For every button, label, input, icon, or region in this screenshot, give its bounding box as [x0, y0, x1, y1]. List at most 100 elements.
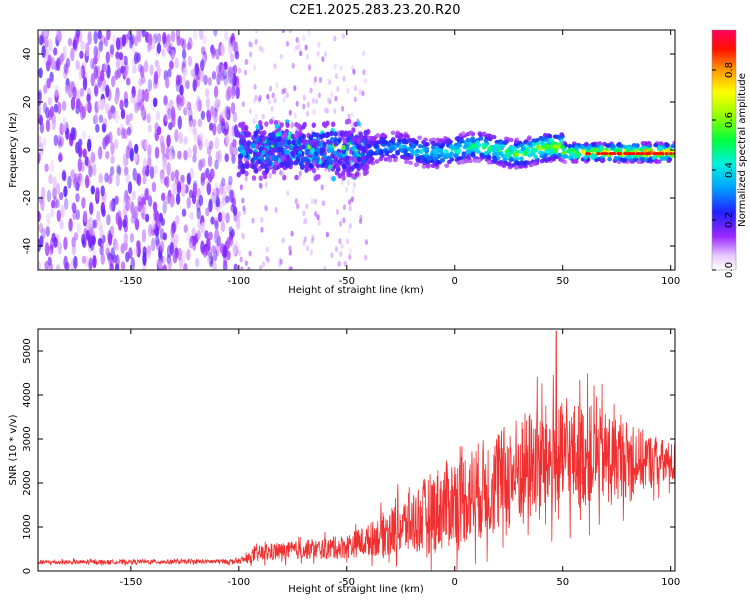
heatmap-cell: [348, 254, 352, 261]
heatmap-cell: [220, 221, 226, 233]
heatmap-cell: [206, 182, 212, 196]
heatmap-cell: [172, 253, 178, 264]
heatmap-cell: [98, 146, 103, 160]
y-tick-label: -20: [22, 190, 33, 206]
heatmap-cell: [352, 157, 357, 163]
heatmap-cell: [292, 146, 297, 153]
heatmap-cell: [195, 75, 201, 88]
heatmap-cell: [277, 151, 282, 158]
heatmap-cell: [213, 85, 219, 99]
heatmap-cell: [202, 35, 207, 45]
heatmap-cell: [654, 159, 660, 164]
heatmap-cell: [226, 250, 231, 261]
heatmap-cell: [130, 257, 135, 270]
heatmap-cell: [140, 104, 146, 119]
heatmap-cell: [330, 91, 334, 98]
heatmap-cell: [531, 142, 537, 147]
heatmap-cell: [136, 173, 142, 187]
heatmap-cell: [168, 150, 174, 162]
heatmap-cell: [200, 240, 205, 254]
heatmap-cell: [186, 42, 191, 51]
heatmap-cell: [75, 209, 81, 221]
heatmap-cell: [286, 139, 292, 145]
heatmap-cell: [327, 97, 331, 104]
heatmap-cell: [228, 43, 233, 56]
snr-y-ticks: 0 1000 2000 3000 4000 5000: [22, 338, 675, 574]
heatmap-cell: [38, 210, 41, 223]
heatmap-cell: [331, 121, 336, 128]
heatmap-cell: [164, 112, 169, 122]
heatmap-cell: [237, 159, 243, 166]
heatmap-cell: [156, 126, 162, 136]
x-tick-label: 0: [452, 276, 458, 287]
heatmap-cell: [273, 97, 277, 104]
heatmap-cell: [539, 151, 545, 156]
heatmap-cell: [637, 152, 641, 156]
heatmap-cell: [90, 72, 96, 87]
heatmap-cell: [503, 153, 508, 158]
heatmap-cell: [198, 194, 204, 207]
heatmap-cell: [297, 139, 302, 146]
heatmap-cell: [302, 35, 306, 42]
heatmap-cell: [225, 212, 230, 224]
heatmap-cell: [109, 263, 114, 270]
snr-frame: [37, 328, 676, 572]
heatmap-cell: [176, 94, 181, 105]
heatmap-cell: [220, 43, 225, 57]
heatmap-cell: [313, 198, 317, 205]
heatmap-cell: [291, 139, 296, 146]
heatmap-cell: [246, 141, 251, 147]
heatmap-cell: [214, 228, 219, 240]
heatmap-cell: [264, 121, 269, 127]
heatmap-cell: [215, 65, 221, 75]
heatmap-cell: [535, 141, 541, 146]
heatmap-cell: [402, 138, 408, 143]
heatmap-cell: [134, 102, 139, 114]
heatmap-cell: [304, 44, 308, 51]
heatmap-cell: [172, 220, 177, 233]
heatmap-cell: [290, 230, 294, 237]
heatmap-cell: [391, 153, 396, 159]
heatmap-cell: [672, 152, 675, 156]
heatmap-cell: [232, 243, 237, 256]
heatmap-cell: [325, 107, 329, 114]
heatmap-cell: [298, 145, 303, 151]
heatmap-cell: [597, 152, 601, 156]
heatmap-cell: [120, 261, 126, 270]
heatmap-cell: [309, 249, 313, 256]
heatmap-cell: [254, 38, 258, 45]
heatmap-cell: [285, 122, 290, 128]
heatmap-cell: [279, 53, 284, 60]
heatmap-cell: [146, 43, 152, 53]
heatmap-cell: [333, 35, 337, 42]
heatmap-cell: [295, 100, 299, 107]
heatmap-cell: [217, 123, 222, 135]
heatmap-cell: [229, 142, 234, 156]
heatmap-cell: [126, 77, 131, 86]
heatmap-cell: [302, 210, 306, 217]
heatmap-cell: [337, 173, 342, 179]
heatmap-cell: [208, 231, 213, 241]
heatmap-cell: [285, 40, 290, 47]
heatmap-cell: [38, 153, 41, 163]
heatmap-cell: [465, 149, 471, 154]
heatmap-cell: [333, 108, 337, 115]
heatmap-cell: [585, 152, 589, 156]
heatmap-cell: [172, 182, 177, 195]
heatmap-cell: [114, 263, 120, 270]
heatmap-cell: [87, 138, 92, 152]
heatmap-cell: [183, 149, 188, 161]
heatmap-cell: [306, 158, 311, 165]
heatmap-cell: [380, 132, 386, 138]
heatmap-cell: [130, 215, 136, 224]
heatmap-cell: [110, 105, 116, 114]
heatmap-cell: [44, 242, 50, 257]
heatmap-cell: [531, 138, 537, 143]
heatmap-cell: [221, 210, 226, 224]
heatmap-cell: [98, 40, 104, 52]
heatmap-cell: [244, 59, 248, 65]
heatmap-cell: [352, 152, 357, 158]
heatmap-cell: [223, 245, 228, 258]
heatmap-cell: [547, 134, 553, 139]
heatmap-cell: [530, 147, 536, 152]
